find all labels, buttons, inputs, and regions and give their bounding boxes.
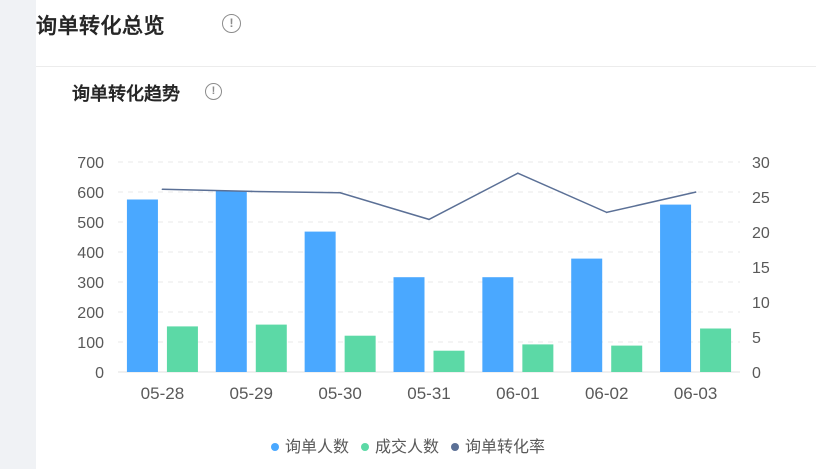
- point-conversion-rate: [517, 172, 519, 174]
- legend-item[interactable]: 询单转化率: [451, 433, 545, 457]
- y-left-tick-label: 100: [77, 335, 104, 352]
- y-left-tick-label: 700: [77, 155, 104, 172]
- y-left-tick-label: 0: [95, 365, 104, 382]
- x-tick-label: 06-02: [585, 384, 628, 403]
- legend-label: 询单人数: [284, 439, 349, 456]
- y-right-tick-label: 0: [752, 365, 761, 382]
- info-circle-icon[interactable]: !: [205, 83, 222, 100]
- point-conversion-rate: [250, 190, 253, 193]
- x-tick-label: 06-01: [496, 384, 539, 403]
- bar-deal-count: [433, 350, 465, 372]
- y-right-tick-label: 20: [752, 225, 770, 242]
- x-tick-label: 05-30: [318, 384, 361, 403]
- x-tick-label: 06-03: [674, 384, 717, 403]
- bar-deal-count: [166, 326, 198, 372]
- legend-dot-icon: [360, 442, 369, 451]
- y-left-tick-label: 400: [77, 245, 104, 262]
- y-left-tick-label: 500: [77, 215, 104, 232]
- bar-inquiry-count: [571, 258, 603, 372]
- point-conversion-rate: [339, 192, 341, 194]
- y-right-tick-label: 10: [752, 295, 770, 312]
- y-left-tick-label: 300: [77, 275, 104, 292]
- y-left-tick-label: 600: [77, 185, 104, 202]
- legend-label: 询单转化率: [465, 439, 546, 456]
- overview-header: [36, 0, 816, 67]
- info-circle-icon[interactable]: !: [222, 14, 241, 33]
- inquiry-conversion-chart: 0 100 200 300 400 500 600 700 0 5 10 15 20 25 30 05-28 0…: [77, 155, 770, 403]
- bar-deal-count: [611, 345, 643, 372]
- left-sidebar-strip: [0, 0, 36, 469]
- bar-inquiry-count: [393, 277, 425, 372]
- point-conversion-rate: [694, 191, 697, 193]
- y-right-tick-label: 15: [752, 260, 770, 277]
- point-conversion-rate: [428, 218, 430, 221]
- legend-dot-icon: [451, 442, 459, 451]
- point-conversion-rate: [161, 188, 164, 191]
- y-right-tick-label: 5: [752, 330, 761, 347]
- legend-item[interactable]: 成交人数: [360, 433, 439, 457]
- legend-dot-icon: [270, 442, 279, 451]
- bar-inquiry-count: [126, 199, 158, 372]
- x-tick-label: 05-31: [407, 384, 450, 403]
- bar-inquiry-count: [215, 190, 247, 372]
- y-right-tick-label: 25: [752, 190, 770, 207]
- chart-legend: 询单人数 成交人数 询单转化率: [0, 433, 816, 457]
- x-tick-label: 05-29: [230, 384, 273, 403]
- point-conversion-rate: [605, 211, 608, 214]
- bar-deal-count: [344, 335, 376, 372]
- legend-label: 成交人数: [374, 439, 439, 456]
- bar-deal-count: [700, 328, 732, 372]
- bar-deal-count: [522, 344, 554, 372]
- bar-deal-count: [255, 324, 287, 372]
- page-title: 询单转化总览: [36, 15, 165, 38]
- legend-item[interactable]: 询单人数: [270, 433, 349, 457]
- bar-inquiry-count: [482, 277, 514, 372]
- section-title: 询单转化趋势: [72, 84, 180, 104]
- bar-inquiry-count: [660, 204, 692, 372]
- bar-inquiry-count: [304, 231, 336, 372]
- y-left-tick-label: 200: [77, 305, 104, 322]
- x-tick-label: 05-28: [141, 384, 184, 403]
- y-right-tick-label: 30: [752, 155, 770, 172]
